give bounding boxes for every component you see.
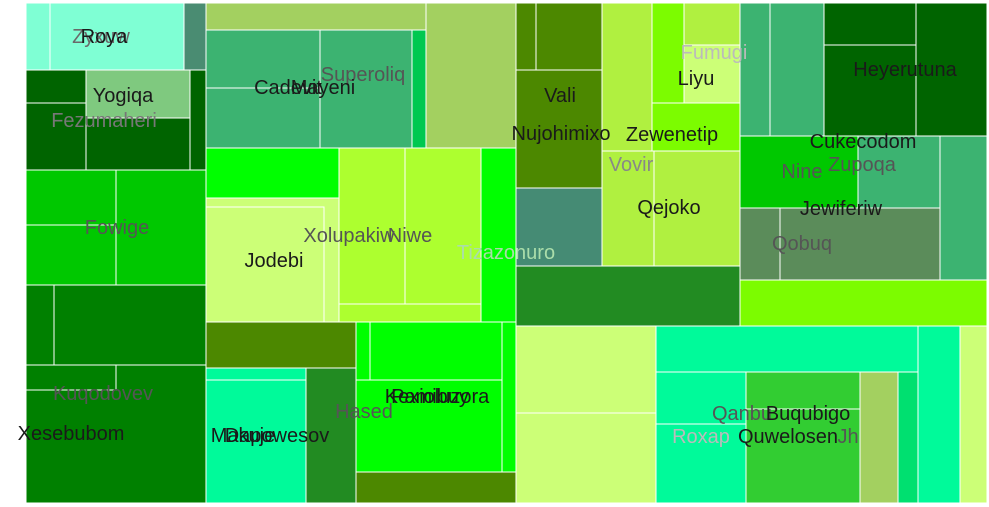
treemap-tiles — [25, 2, 988, 504]
treemap-label: Makuje — [211, 425, 275, 447]
treemap-tile — [515, 412, 657, 504]
treemap-tile — [897, 371, 919, 504]
treemap-label: Fowige — [85, 217, 149, 239]
treemap-tile — [859, 371, 899, 504]
treemap-tile — [515, 69, 603, 189]
treemap-tile — [480, 147, 518, 323]
treemap-tile — [601, 150, 655, 267]
treemap-tile — [857, 135, 941, 209]
treemap-label: Quwelosen — [738, 426, 838, 448]
treemap-label: Xesebubom — [18, 423, 125, 445]
treemap-tile — [49, 2, 185, 71]
treemap-tile — [404, 147, 482, 305]
treemap-label: Tizazonuro — [457, 242, 555, 264]
treemap-tile — [369, 321, 503, 381]
treemap-tile — [25, 169, 117, 226]
treemap-label: Cukecodom — [810, 131, 917, 153]
treemap-tile — [515, 265, 741, 327]
treemap-label: Jh — [837, 426, 858, 448]
treemap-tile — [411, 29, 427, 149]
treemap-label: Dapowesov — [225, 425, 330, 447]
treemap-tile — [653, 150, 741, 267]
treemap-tile — [939, 135, 988, 281]
treemap-tile — [823, 44, 917, 138]
treemap-label: Vovir — [609, 154, 654, 176]
treemap-label: Heyerutuna — [853, 59, 957, 81]
treemap-label: Zupoqa — [828, 154, 897, 176]
treemap-tile — [205, 87, 321, 149]
treemap-tile — [683, 2, 741, 46]
treemap-label: Cadevit — [254, 77, 322, 99]
treemap-label: Roxap — [672, 426, 730, 448]
treemap-tile — [515, 325, 657, 414]
treemap-tile — [655, 423, 747, 504]
treemap-tile — [501, 321, 517, 473]
treemap-tile — [205, 147, 340, 199]
treemap-tile — [355, 471, 517, 504]
treemap-label: Mayeni — [291, 77, 355, 99]
treemap-tile — [338, 147, 406, 305]
treemap-tile — [338, 303, 482, 323]
treemap-label: Liyu — [678, 68, 715, 90]
treemap-tile — [205, 29, 321, 89]
treemap-label: Superoliq — [321, 64, 406, 86]
treemap-label: Fezumaheri — [51, 110, 157, 132]
treemap-label: Qobuq — [772, 233, 832, 255]
treemap-label: Vali — [544, 85, 576, 107]
treemap-tile — [183, 2, 207, 71]
treemap-label: Qanbu — [712, 403, 772, 425]
treemap-label: Zyxuw — [72, 26, 130, 48]
treemap-label: Qejoko — [637, 197, 700, 219]
treemap-tile — [305, 367, 357, 504]
treemap-tile — [823, 2, 917, 46]
treemap-label: Zewenetip — [626, 124, 718, 146]
treemap-tile — [917, 325, 961, 504]
treemap-tile — [25, 364, 117, 391]
treemap-tile — [739, 2, 771, 137]
treemap-tile — [515, 2, 537, 71]
treemap-tile — [205, 367, 307, 504]
treemap-tile — [425, 2, 517, 149]
treemap-label: Niwe — [388, 225, 432, 247]
treemap-label: Fumugi — [681, 42, 748, 64]
treemap-label: Yogiqa — [93, 85, 154, 107]
treemap-label: Xolupakiw — [303, 225, 395, 247]
treemap-label: Buqubigo — [766, 403, 851, 425]
treemap-label: Jodebi — [245, 250, 304, 272]
treemap-tile — [739, 279, 988, 327]
treemap-label: Nine — [781, 161, 822, 183]
treemap-tile — [53, 284, 207, 366]
treemap-tile — [319, 29, 413, 149]
treemap-tile — [769, 2, 825, 137]
treemap-tile — [915, 2, 988, 138]
treemap-label: Roya — [81, 26, 129, 48]
treemap-tile — [535, 2, 603, 71]
treemap-tile — [655, 371, 747, 425]
treemap-tile — [205, 321, 357, 369]
treemap-tile — [205, 367, 307, 381]
treemap-label: Kuqodovev — [53, 383, 153, 405]
treemap-tile — [651, 102, 741, 152]
treemap-tile — [115, 169, 207, 286]
treemap-label: Pamibuy — [391, 386, 469, 408]
treemap-label: Nujohimixo — [512, 123, 611, 145]
treemap-tile — [739, 135, 859, 209]
treemap-tile — [205, 206, 325, 323]
treemap-tile — [959, 325, 988, 504]
treemap-tile — [683, 44, 741, 104]
treemap-tile — [515, 187, 603, 267]
treemap-label: Hased — [335, 401, 393, 423]
treemap-label: Kexioluzora — [385, 386, 490, 408]
treemap-tile — [655, 325, 919, 373]
treemap-tile — [779, 207, 941, 281]
treemap-label: Jewiferiw — [800, 198, 883, 220]
